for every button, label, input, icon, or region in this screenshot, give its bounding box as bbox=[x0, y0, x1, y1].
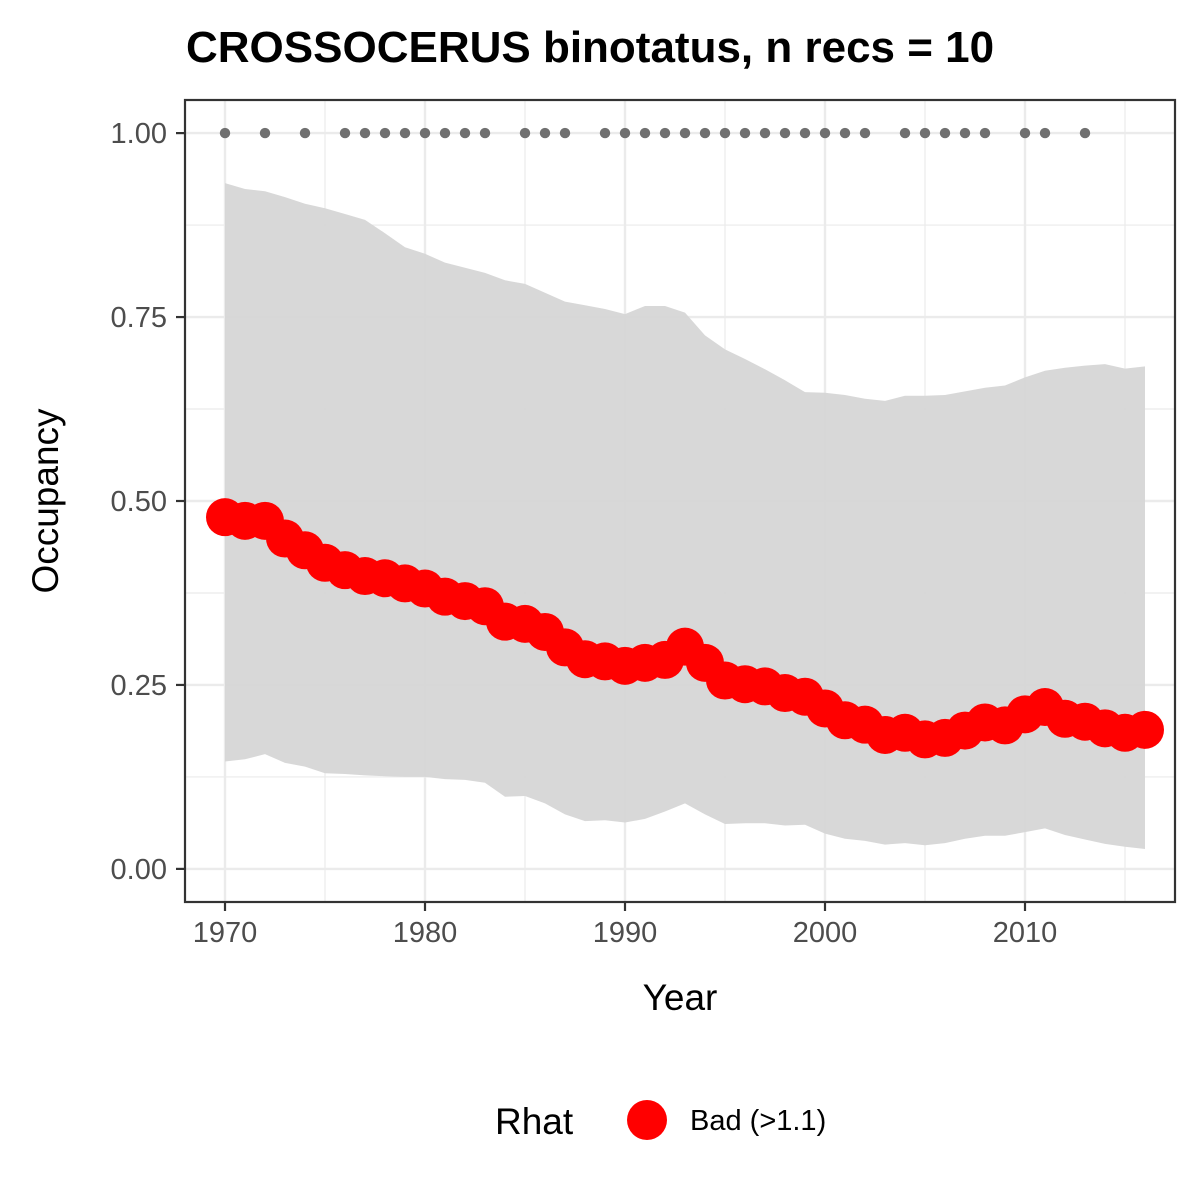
x-axis-title: Year bbox=[643, 977, 718, 1018]
record-point bbox=[540, 128, 550, 138]
y-tick-label: 1.00 bbox=[111, 118, 167, 150]
legend-title: Rhat bbox=[495, 1101, 574, 1142]
record-point bbox=[260, 128, 270, 138]
record-point bbox=[600, 128, 610, 138]
record-point bbox=[680, 128, 690, 138]
record-point bbox=[420, 128, 430, 138]
record-point bbox=[720, 128, 730, 138]
record-point bbox=[340, 128, 350, 138]
x-tick-label: 2000 bbox=[793, 917, 858, 949]
legend-label-bad: Bad (>1.1) bbox=[690, 1105, 826, 1137]
x-tick-label: 1990 bbox=[593, 917, 658, 949]
record-point bbox=[960, 128, 970, 138]
y-tick-label: 0.25 bbox=[111, 670, 167, 702]
record-point bbox=[440, 128, 450, 138]
record-point bbox=[520, 128, 530, 138]
record-point bbox=[820, 128, 830, 138]
chart-title: CROSSOCERUS binotatus, n recs = 10 bbox=[186, 23, 994, 72]
record-point bbox=[460, 128, 470, 138]
record-point bbox=[640, 128, 650, 138]
y-tick-label: 0.75 bbox=[111, 302, 167, 334]
x-tick-label: 2010 bbox=[993, 917, 1058, 949]
record-point bbox=[780, 128, 790, 138]
record-point bbox=[1080, 128, 1090, 138]
record-point bbox=[900, 128, 910, 138]
plot-panel bbox=[185, 100, 1175, 902]
record-point bbox=[380, 128, 390, 138]
record-point bbox=[800, 128, 810, 138]
record-point bbox=[560, 128, 570, 138]
y-tick-label: 0.50 bbox=[111, 486, 167, 518]
x-tick-label: 1980 bbox=[393, 917, 458, 949]
record-point bbox=[620, 128, 630, 138]
record-point bbox=[840, 128, 850, 138]
record-point bbox=[920, 128, 930, 138]
record-point bbox=[360, 128, 370, 138]
record-point bbox=[940, 128, 950, 138]
y-axis-title: Occupancy bbox=[25, 408, 66, 594]
record-point bbox=[980, 128, 990, 138]
record-point bbox=[700, 128, 710, 138]
record-point bbox=[480, 128, 490, 138]
record-point bbox=[740, 128, 750, 138]
record-point bbox=[660, 128, 670, 138]
record-point bbox=[860, 128, 870, 138]
series-point bbox=[1126, 711, 1164, 749]
x-tick-label: 1970 bbox=[193, 917, 258, 949]
legend-key-bad bbox=[627, 1100, 667, 1140]
record-point bbox=[760, 128, 770, 138]
record-point bbox=[220, 128, 230, 138]
record-point bbox=[300, 128, 310, 138]
record-point bbox=[1040, 128, 1050, 138]
y-tick-label: 0.00 bbox=[111, 854, 167, 886]
record-point bbox=[1020, 128, 1030, 138]
record-point bbox=[400, 128, 410, 138]
